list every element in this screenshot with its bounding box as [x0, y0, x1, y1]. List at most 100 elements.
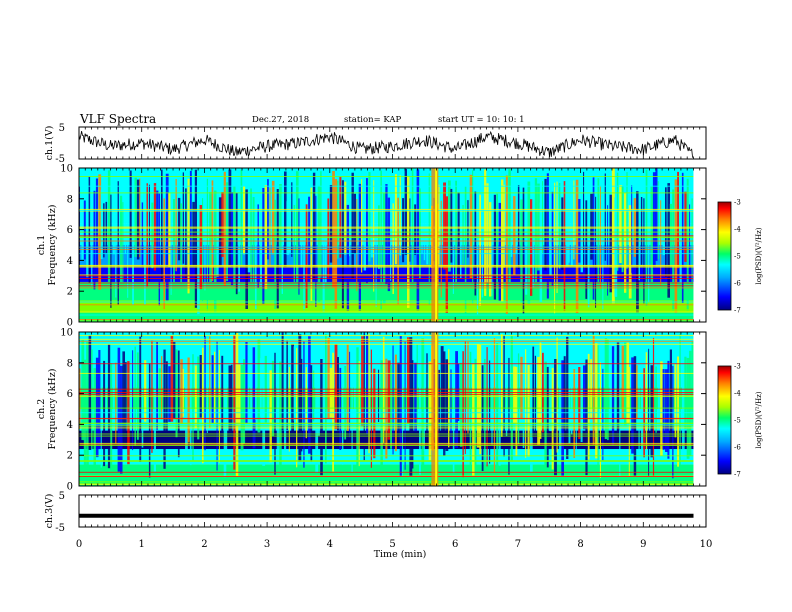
- spectrogram-tone: [79, 285, 694, 287]
- spectrogram-column: [595, 196, 597, 308]
- spectrogram-column: [271, 360, 275, 437]
- spectrogram-tone: [79, 460, 694, 461]
- spectrogram-column: [421, 189, 423, 254]
- spectrogram-tone: [79, 435, 694, 437]
- ch1-colorbar-gradient: [717, 201, 732, 311]
- spectrogram-column: [665, 369, 668, 452]
- spectrogram-column: [491, 355, 493, 445]
- spectrogram-column: [479, 345, 482, 455]
- colorbar-tick-label: -5: [734, 417, 741, 425]
- spectrogram-column: [148, 184, 150, 282]
- spectrogram-column: [583, 171, 585, 268]
- spectrogram-column: [527, 364, 530, 457]
- spectrogram-column: [361, 336, 364, 427]
- spectrogram-column: [194, 169, 197, 308]
- spectrogram-column: [674, 179, 678, 313]
- spectrogram-column: [107, 170, 111, 289]
- spectrogram-column: [279, 184, 282, 264]
- spectrogram-column: [93, 190, 96, 290]
- xtick-label: 2: [201, 539, 207, 550]
- spectrogram-column: [286, 340, 288, 430]
- spectrogram-column: [530, 341, 533, 472]
- spectrogram-tone: [79, 237, 694, 239]
- spectrogram-column: [554, 182, 556, 314]
- spectrogram-2: [79, 332, 706, 486]
- spectrogram-column: [334, 344, 338, 430]
- spectrogram-column: [443, 351, 446, 456]
- spectrogram-column: [448, 180, 451, 272]
- spectrogram-column: [498, 362, 501, 466]
- spectrogram-column: [662, 369, 665, 450]
- ch2-spectrogram-panel: 0 2 4 6 8 10 ch.2 Frequency (kHz): [36, 328, 707, 493]
- spectrogram-burst: [431, 332, 439, 486]
- spectrogram-column: [421, 338, 425, 471]
- spectrogram-burst-core: [435, 168, 438, 322]
- ytick-label: 10: [60, 328, 73, 339]
- spectrogram-column: [505, 340, 508, 437]
- spectrogram-column: [122, 202, 124, 285]
- spectrogram-column: [305, 367, 307, 439]
- spectrogram-column: [544, 178, 547, 271]
- spectrogram-column: [358, 361, 360, 467]
- spectrogram-column: [228, 365, 232, 445]
- spectrogram-column: [218, 197, 222, 266]
- ch1-colorbar-ticks: -3 -4 -5 -6 -7: [734, 199, 741, 315]
- spectrogram-column: [192, 201, 195, 267]
- spectrogram-column: [404, 341, 406, 470]
- spectrogram-column: [525, 349, 527, 458]
- spectrogram-tone: [79, 445, 694, 446]
- colorbar-tick-label: -7: [734, 307, 741, 315]
- xtick-label: 8: [577, 539, 583, 550]
- spectrogram-column: [624, 193, 627, 293]
- spectrogram-column: [407, 337, 410, 424]
- spectrogram-column: [228, 169, 232, 266]
- spectrogram-column: [626, 342, 630, 424]
- spectrogram-column: [590, 359, 593, 418]
- spectrogram-column: [288, 183, 291, 253]
- spectrogram-column: [100, 360, 102, 468]
- spectrogram-column: [660, 200, 662, 286]
- spectrogram-tone: [79, 264, 694, 266]
- spectrogram-column: [679, 182, 682, 284]
- spectrogram-column: [341, 356, 344, 465]
- spectrogram-tone: [79, 236, 694, 238]
- xtick-label: 7: [515, 539, 521, 550]
- spectrogram-column: [308, 196, 311, 280]
- spectrogram-column: [105, 353, 107, 428]
- spectrogram-column: [474, 191, 477, 296]
- ytick-label: 2: [67, 287, 73, 298]
- spectrogram-column: [325, 334, 327, 464]
- spectrogram-tone: [79, 427, 694, 429]
- spectrogram-column: [93, 368, 96, 473]
- station-label: station= KAP: [344, 115, 402, 125]
- spectrogram-column: [141, 347, 144, 448]
- spectrogram-tone: [79, 310, 694, 312]
- spectrogram-column: [544, 361, 547, 477]
- spectrogram-column: [300, 176, 303, 268]
- spectrogram-column: [223, 361, 227, 478]
- spectrogram-column: [428, 361, 432, 461]
- spectrogram-column: [527, 181, 531, 304]
- spectrogram-column: [366, 178, 368, 284]
- spectrogram-column: [146, 341, 149, 424]
- spectrogram-column: [337, 180, 339, 259]
- spectrogram-column: [98, 350, 101, 450]
- spectrogram-column: [86, 174, 89, 278]
- spectrogram-column: [450, 188, 453, 263]
- ch2-spectrogram-ylabel: Frequency (kHz): [47, 369, 58, 450]
- spectrogram-column: [464, 341, 466, 455]
- spectrogram-column: [202, 347, 204, 464]
- spectrogram-column: [423, 362, 425, 451]
- spectrogram-tone: [79, 253, 694, 255]
- xtick-label: 1: [139, 539, 145, 550]
- spectrogram-column: [455, 180, 457, 290]
- spectrogram-column: [419, 365, 421, 475]
- spectrogram-column: [124, 362, 127, 438]
- spectrogram-tone: [79, 388, 694, 390]
- spectrogram-column: [520, 356, 523, 419]
- spectrogram-tone: [79, 176, 694, 177]
- ch1-waveform-panel: 5 -5 ch.1(V): [44, 123, 707, 165]
- spectrogram-column: [450, 369, 452, 446]
- spectrogram-column: [510, 201, 513, 257]
- spectrogram-column: [247, 177, 251, 273]
